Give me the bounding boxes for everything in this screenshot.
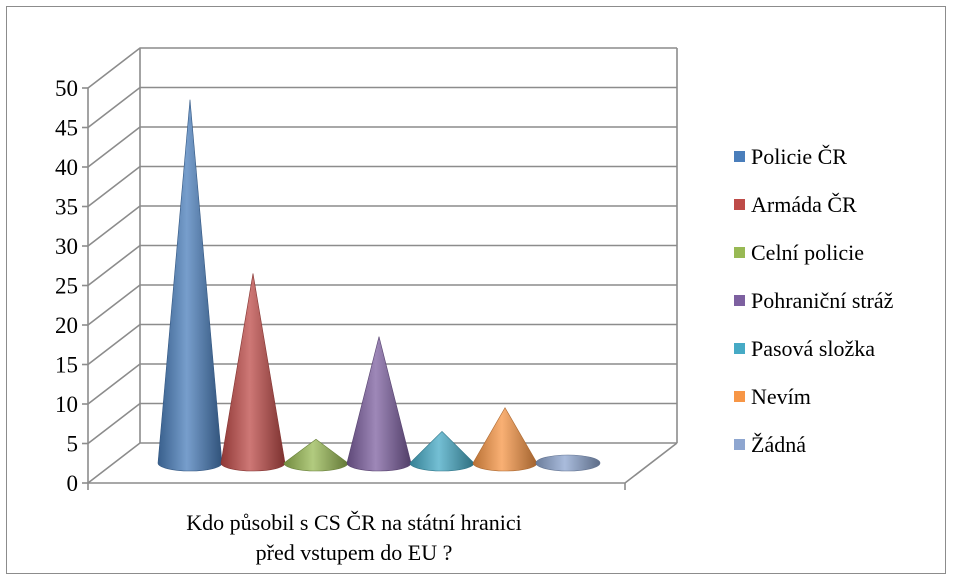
chart-frame [6, 6, 946, 574]
x-label-line: před vstupem do EU ? [256, 540, 453, 565]
cone-body [409, 430, 475, 472]
cone-5 [472, 407, 538, 472]
legend-entry: Pohraniční stráž [734, 288, 894, 313]
y-axis-ticks: 0 5 10 15 20 25 30 35 40 45 50 [55, 76, 88, 496]
legend-entry: Armáda ČR [734, 192, 857, 217]
x-label-line: Kdo působil s CS ČR na státní hranici [186, 510, 522, 535]
cone-body [472, 407, 538, 472]
cone-6 [535, 454, 601, 472]
cones [157, 99, 601, 472]
y-tick-label: 40 [55, 155, 78, 180]
gridline [87, 363, 677, 405]
gridline [87, 47, 677, 89]
legend-label: Pasová složka [751, 336, 875, 361]
cone-body [220, 273, 286, 472]
legend-entry: Policie ČR [734, 144, 847, 169]
legend-entry: Celní policie [734, 240, 864, 265]
y-tick-label: 20 [55, 313, 78, 338]
cone-base-flat [535, 454, 601, 472]
legend-swatch [734, 295, 745, 306]
legend-entry: Žádná [734, 432, 806, 457]
cone-2 [283, 438, 349, 472]
gridline [87, 402, 677, 445]
y-tick-label: 15 [55, 353, 78, 378]
gridline [87, 323, 677, 366]
y-tick-label: 10 [55, 392, 78, 417]
gridline [87, 205, 677, 247]
gridline [87, 244, 677, 287]
cone-4 [409, 430, 475, 472]
cone-body [283, 438, 349, 472]
x-axis-label: Kdo působil s CS ČR na státní hranici pře… [186, 510, 522, 565]
legend-label: Nevím [751, 384, 811, 409]
gridline [87, 165, 677, 208]
legend: Policie ČR Armáda ČR Celní policie Pohranič… [734, 144, 894, 457]
y-tick-label: 45 [55, 116, 78, 141]
legend-label: Policie ČR [751, 144, 847, 169]
y-tick-label: 35 [55, 195, 78, 220]
y-tick-label: 30 [55, 234, 78, 259]
y-tick-label: 5 [67, 432, 79, 457]
legend-swatch [734, 343, 745, 354]
legend-swatch [734, 247, 745, 258]
gridline [87, 86, 677, 129]
y-tick-label: 50 [55, 76, 78, 101]
y-tick-label: 25 [55, 274, 78, 299]
legend-swatch [734, 391, 745, 402]
cone-1 [220, 273, 286, 472]
legend-label: Armáda ČR [751, 192, 857, 217]
legend-entry: Pasová složka [734, 336, 875, 361]
gridline [87, 284, 677, 326]
legend-label: Celní policie [751, 240, 864, 265]
legend-label: Žádná [751, 432, 806, 457]
legend-swatch [734, 199, 745, 210]
y-tick-label: 0 [67, 471, 79, 496]
legend-label: Pohraniční stráž [751, 288, 894, 313]
legend-entry: Nevím [734, 384, 811, 409]
gridline [87, 126, 677, 168]
legend-swatch [734, 439, 745, 450]
legend-swatch [734, 151, 745, 162]
